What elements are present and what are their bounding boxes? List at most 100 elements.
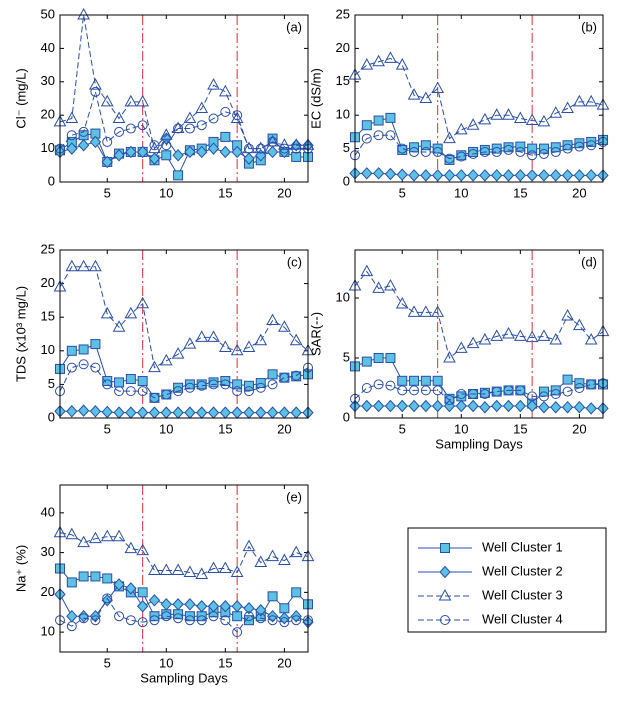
- marker: [278, 553, 291, 566]
- marker: [419, 305, 433, 317]
- marker: [562, 374, 573, 385]
- marker: [101, 405, 113, 419]
- marker: [454, 341, 468, 353]
- legend-marker: [438, 588, 452, 601]
- marker: [479, 389, 490, 399]
- marker: [527, 150, 538, 161]
- plot-area: [355, 15, 603, 182]
- marker: [372, 54, 385, 67]
- marker: [102, 376, 113, 387]
- plot-area: [355, 250, 603, 418]
- x-tick-label: 5: [399, 185, 406, 200]
- marker: [173, 170, 184, 181]
- marker: [114, 377, 125, 388]
- x-tick-label: 15: [218, 185, 232, 200]
- marker: [137, 376, 148, 387]
- marker: [267, 369, 278, 380]
- marker: [196, 145, 208, 159]
- marker: [420, 140, 431, 151]
- marker: [515, 141, 526, 152]
- marker: [432, 385, 443, 396]
- marker: [254, 333, 268, 346]
- y-tick-label: 0: [48, 409, 55, 424]
- marker: [372, 399, 385, 413]
- marker: [432, 375, 443, 386]
- series-line: [354, 382, 604, 401]
- marker: [242, 340, 256, 352]
- series-line: [355, 172, 603, 176]
- marker: [291, 615, 302, 626]
- marker: [278, 611, 291, 625]
- marker: [148, 563, 161, 575]
- marker: [161, 150, 172, 161]
- marker: [409, 385, 420, 396]
- marker: [526, 169, 538, 182]
- plot-area: [60, 250, 308, 418]
- marker: [136, 543, 150, 556]
- marker: [137, 617, 148, 628]
- marker: [195, 101, 209, 114]
- marker: [478, 112, 492, 125]
- marker: [431, 399, 444, 413]
- x-tick-label: 15: [513, 185, 527, 200]
- series-line: [354, 357, 603, 405]
- marker: [408, 169, 420, 182]
- marker: [396, 168, 408, 181]
- marker: [208, 113, 219, 124]
- marker: [419, 91, 433, 103]
- marker: [491, 386, 502, 397]
- marker: [537, 329, 551, 341]
- series-line: [59, 532, 309, 575]
- marker: [161, 389, 172, 400]
- marker: [550, 146, 561, 157]
- y-tick-label: 30: [41, 544, 55, 559]
- marker: [90, 571, 101, 582]
- marker: [184, 611, 195, 622]
- marker: [267, 133, 278, 144]
- marker: [243, 143, 254, 154]
- marker: [372, 167, 385, 180]
- marker: [78, 571, 89, 582]
- marker: [243, 611, 254, 622]
- marker: [291, 370, 302, 381]
- marker: [409, 146, 420, 157]
- marker: [65, 259, 79, 272]
- marker: [397, 375, 408, 386]
- marker: [586, 136, 597, 147]
- marker: [491, 169, 503, 182]
- marker: [586, 140, 597, 151]
- marker: [491, 146, 502, 157]
- marker: [243, 602, 255, 615]
- marker: [148, 594, 161, 607]
- x-tick-label: 10: [454, 421, 468, 436]
- marker: [443, 399, 456, 413]
- marker: [409, 375, 420, 386]
- marker: [503, 144, 514, 155]
- marker: [77, 7, 90, 20]
- x-tick-label: 10: [159, 655, 173, 670]
- marker: [137, 386, 148, 397]
- marker: [125, 123, 136, 134]
- marker: [491, 143, 502, 154]
- marker: [100, 94, 114, 107]
- series-line: [354, 57, 604, 140]
- marker: [503, 142, 514, 153]
- marker: [291, 151, 302, 162]
- marker: [242, 539, 256, 552]
- marker: [137, 120, 148, 131]
- marker: [456, 391, 467, 402]
- marker: [77, 259, 90, 272]
- marker: [373, 353, 384, 363]
- y-tick-label: 10: [41, 342, 55, 357]
- marker: [230, 565, 244, 577]
- marker: [267, 136, 278, 147]
- marker: [432, 143, 443, 154]
- legend-label: Well Cluster 2: [482, 563, 563, 578]
- marker: [573, 94, 586, 107]
- legend-marker: [440, 615, 450, 625]
- series-line: [354, 117, 604, 161]
- marker: [526, 399, 538, 413]
- y-tick-label: 40: [41, 504, 55, 519]
- marker: [479, 169, 491, 182]
- marker: [491, 399, 503, 413]
